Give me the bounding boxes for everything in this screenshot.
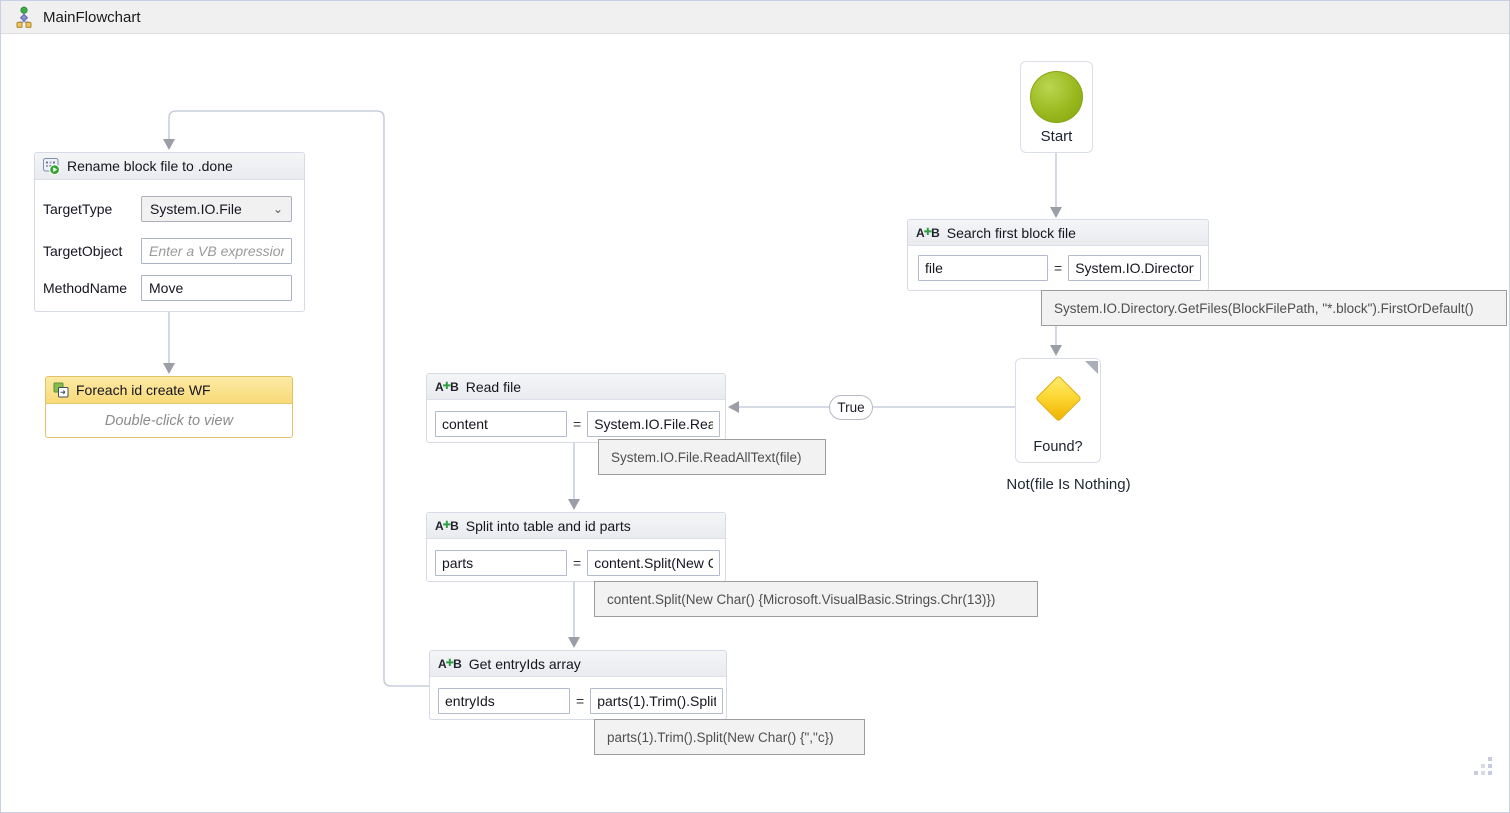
activity-split-into-parts[interactable]: A✚B Split into table and id parts = xyxy=(426,512,726,582)
expression-tooltip: System.IO.File.ReadAllText(file) xyxy=(598,439,826,475)
flowchart-title: MainFlowchart xyxy=(43,8,141,26)
start-label: Start xyxy=(1040,128,1073,145)
collapse-corner-icon xyxy=(1085,361,1098,374)
targetobject-label: TargetObject xyxy=(43,243,123,259)
foreach-icon xyxy=(53,382,69,398)
assign-expression-input[interactable] xyxy=(590,688,724,714)
assign-to-input[interactable] xyxy=(435,411,567,437)
expression-tooltip: content.Split(New Char() {Microsoft.Visu… xyxy=(594,581,1038,617)
methodname-label: MethodName xyxy=(43,280,128,296)
activity-title: Get entryIds array xyxy=(468,655,581,672)
assign-icon: A ✚ B xyxy=(435,379,459,394)
activity-title: Foreach id create WF xyxy=(76,382,211,398)
targettype-dropdown[interactable]: System.IO.File ⌄ xyxy=(141,196,292,222)
equals-sign: = xyxy=(576,693,585,709)
activity-title: Read file xyxy=(465,378,521,395)
start-circle-icon xyxy=(1030,71,1083,123)
assign-icon: A ✚ B xyxy=(438,656,462,671)
equals-sign: = xyxy=(573,416,582,432)
assign-icon: A ✚ B xyxy=(435,518,459,533)
collapsed-activity-hint[interactable]: Double-click to view xyxy=(104,412,234,429)
equals-sign: = xyxy=(1054,260,1063,276)
activity-foreach-id-create-wf[interactable]: Foreach id create WF Double-click to vie… xyxy=(45,376,293,438)
expression-tooltip: System.IO.Directory.GetFiles(BlockFilePa… xyxy=(1041,290,1507,326)
assign-to-input[interactable] xyxy=(438,688,570,714)
targettype-label: TargetType xyxy=(43,201,113,217)
methodname-input[interactable] xyxy=(141,275,292,301)
assign-to-input[interactable] xyxy=(918,255,1048,281)
decision-diamond-icon xyxy=(1035,375,1082,422)
assign-expression-input[interactable] xyxy=(1068,255,1202,281)
activity-rename-block-file[interactable]: Rename block file to .done TargetType Sy… xyxy=(34,152,305,312)
activity-search-first-block-file[interactable]: A✚B Search first block file = xyxy=(907,219,1209,291)
assign-expression-input[interactable] xyxy=(587,411,721,437)
assign-expression-input[interactable] xyxy=(587,550,721,576)
activity-title: Rename block file to .done xyxy=(67,158,233,174)
true-branch-label: True xyxy=(829,395,873,420)
activity-title: Split into table and id parts xyxy=(465,517,631,534)
resize-grip[interactable] xyxy=(1474,757,1493,781)
decision-condition-text: Not(file Is Nothing) xyxy=(1006,476,1131,493)
invoke-method-icon xyxy=(43,157,60,175)
equals-sign: = xyxy=(573,555,582,571)
chevron-down-icon: ⌄ xyxy=(272,202,283,216)
targetobject-input[interactable] xyxy=(141,238,292,264)
start-node[interactable]: Start xyxy=(1020,61,1093,153)
assign-icon: A ✚ B xyxy=(916,225,940,240)
decision-title: Found? xyxy=(1033,439,1083,455)
decision-found[interactable]: Found? xyxy=(1015,358,1101,463)
breadcrumb-bar: MainFlowchart xyxy=(1,1,1509,34)
activity-read-file[interactable]: A✚B Read file = xyxy=(426,373,726,443)
activity-get-entryids-array[interactable]: A✚B Get entryIds array = xyxy=(429,650,727,720)
activity-title: Search first block file xyxy=(946,224,1076,241)
assign-to-input[interactable] xyxy=(435,550,567,576)
expression-tooltip: parts(1).Trim().Split(New Char() {","c}) xyxy=(594,719,865,755)
flowchart-icon xyxy=(14,6,34,28)
targettype-value: System.IO.File xyxy=(150,201,242,217)
